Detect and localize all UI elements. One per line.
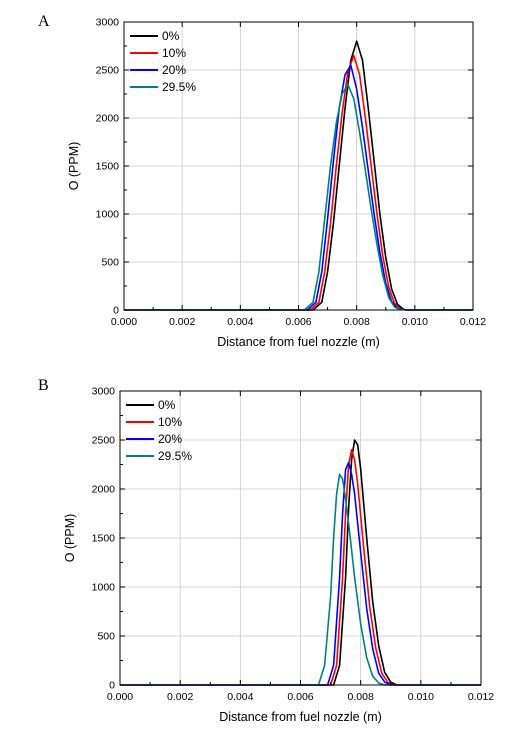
y-tick-label: 2000 [92,484,116,496]
x-tick-label: 0.008 [348,691,374,703]
chart-a: A 0.000 0.002 0.004 0.006 0.008 0.010 0.012 0 500… [38,13,486,349]
x-tick-label: 0.012 [460,316,486,328]
x-tick-label: 0.004 [227,316,253,328]
legend-label: 20% [162,63,186,77]
series-line-0 [124,40,473,311]
series-line-1 [120,449,481,686]
y-tick-label: 0 [109,680,115,692]
y-axis-label: O (PPM) [63,514,77,563]
x-tick-label: 0.008 [344,316,370,328]
x-tick-label: 0.006 [285,316,311,328]
x-axis-label: Distance from fuel nozzle (m) [219,710,382,724]
series-line-2 [124,64,473,311]
series-line-3 [124,83,473,311]
y-tick-label: 3000 [96,17,120,29]
x-tick-label: 0.010 [408,691,434,703]
x-tick-label: 0.006 [287,691,313,703]
x-tick-label: 0.000 [107,691,133,703]
panel-label: A [38,13,50,30]
y-tick-label: 3000 [92,386,116,398]
y-tick-label: 500 [101,257,119,269]
chart-b: B 0.000 0.002 0.004 0.006 0.008 0.010 0.012 0 500… [38,377,494,724]
series-line-0 [120,439,481,686]
legend-label: 10% [158,415,182,429]
y-tick-label: 0 [113,305,119,317]
y-tick-label: 1000 [92,582,116,594]
series-line-2 [120,461,481,686]
x-axis-label: Distance from fuel nozzle (m) [217,335,380,349]
y-tick-label: 2000 [96,113,120,125]
y-tick-label: 1000 [96,209,120,221]
legend-label: 29.5% [158,449,192,463]
x-tick-label: 0.002 [167,691,193,703]
y-tick-label: 500 [97,631,115,643]
series-line-3 [120,473,481,686]
series-line-1 [124,54,473,311]
x-tick-label: 0.004 [227,691,253,703]
x-tick-label: 0.002 [169,316,195,328]
legend-label: 10% [162,46,186,60]
legend-label: 0% [162,29,180,43]
x-tick-label: 0.000 [111,316,137,328]
panel-label: B [38,377,49,394]
x-tick-label: 0.010 [402,316,428,328]
y-tick-label: 1500 [92,533,116,545]
y-tick-label: 2500 [92,435,116,447]
legend-label: 20% [158,432,182,446]
x-tick-label: 0.012 [468,691,494,703]
y-axis-label: O (PPM) [67,142,81,191]
legend-label: 29.5% [162,80,196,94]
y-tick-label: 1500 [96,161,120,173]
y-tick-label: 2500 [96,65,120,77]
legend-label: 0% [158,398,176,412]
